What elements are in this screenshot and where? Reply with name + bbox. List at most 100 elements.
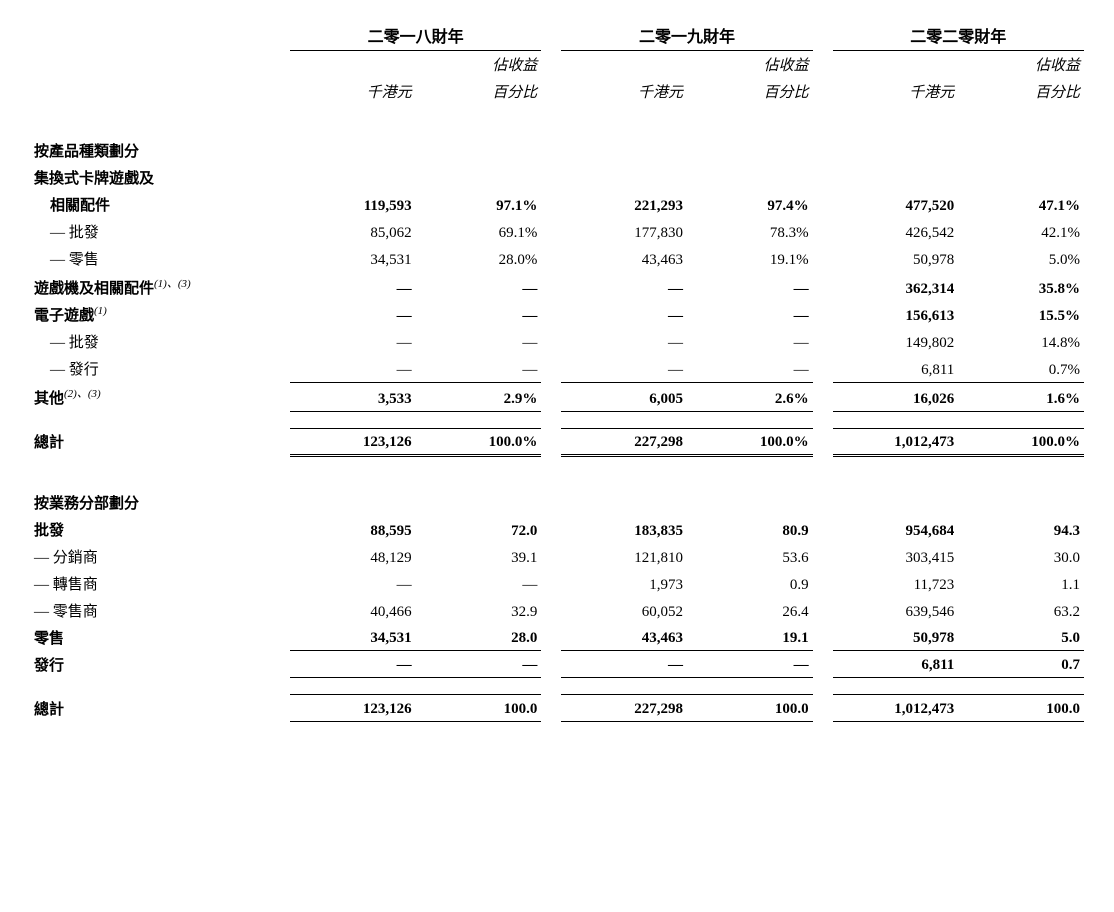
table-cell: — <box>687 651 813 678</box>
superscript-note: (1)、(3) <box>154 278 191 290</box>
table-row: 電子遊戲(1)————156,61315.5% <box>30 301 1084 328</box>
table-cell: 32.9 <box>416 597 542 624</box>
subheader-pct: 佔收益 <box>416 51 542 79</box>
table-cell: — <box>290 301 416 328</box>
table-cell: — <box>416 570 542 597</box>
table-row: — 發行————6,8110.7% <box>30 355 1084 382</box>
table-cell: 100.0 <box>416 695 542 722</box>
table-cell: 149,802 <box>833 328 959 355</box>
table-cell: 1.1 <box>958 570 1084 597</box>
table-cell: 6,811 <box>833 651 959 678</box>
table-cell: 6,005 <box>561 382 687 411</box>
table-cell <box>833 164 959 191</box>
subheader-pct: 佔收益 <box>958 51 1084 79</box>
table-cell: 227,298 <box>561 695 687 722</box>
section-header-row: 按業務分部劃分 <box>30 489 1084 516</box>
table-cell: — <box>561 272 687 301</box>
financial-table: 二零一八財年 二零一九財年 二零二零財年 佔收益 佔收益 佔收益 千港元 百分比… <box>30 20 1084 722</box>
subheader-pct2: 百分比 <box>687 78 813 105</box>
table-cell: 0.7% <box>958 355 1084 382</box>
table-row: 集換式卡牌遊戲及 <box>30 164 1084 191</box>
table-cell: 39.1 <box>416 543 542 570</box>
table-cell: — <box>290 272 416 301</box>
row-label: 發行 <box>30 651 290 678</box>
table-body: 按產品種類劃分集換式卡牌遊戲及相關配件119,59397.1%221,29397… <box>30 137 1084 722</box>
table-cell: 183,835 <box>561 516 687 543</box>
table-cell: 97.4% <box>687 191 813 218</box>
table-cell: 227,298 <box>561 428 687 455</box>
section-header: 按產品種類劃分 <box>30 137 1084 164</box>
table-cell <box>561 164 687 191</box>
table-cell: 100.0 <box>687 695 813 722</box>
row-label: — 零售 <box>30 245 290 272</box>
year-header-1: 二零一八財年 <box>290 20 541 51</box>
total-row: 總計123,126100.0227,298100.01,012,473100.0 <box>30 695 1084 722</box>
table-cell <box>687 164 813 191</box>
total-label: 總計 <box>30 428 290 455</box>
total-label: 總計 <box>30 695 290 722</box>
table-cell: 26.4 <box>687 597 813 624</box>
subheader-pct: 佔收益 <box>687 51 813 79</box>
table-cell: — <box>687 355 813 382</box>
table-cell: — <box>561 355 687 382</box>
table-cell: 3,533 <box>290 382 416 411</box>
table-row: 其他(2)、(3)3,5332.9%6,0052.6%16,0261.6% <box>30 382 1084 411</box>
table-cell: 639,546 <box>833 597 959 624</box>
table-cell: 94.3 <box>958 516 1084 543</box>
table-cell: 34,531 <box>290 624 416 651</box>
table-cell: 123,126 <box>290 428 416 455</box>
row-label: 零售 <box>30 624 290 651</box>
table-row: 相關配件119,59397.1%221,29397.4%477,52047.1% <box>30 191 1084 218</box>
table-row: — 批發85,06269.1%177,83078.3%426,54242.1% <box>30 218 1084 245</box>
table-cell: 11,723 <box>833 570 959 597</box>
table-cell: — <box>687 301 813 328</box>
table-cell: 477,520 <box>833 191 959 218</box>
table-cell: — <box>561 301 687 328</box>
total-row: 總計123,126100.0%227,298100.0%1,012,473100… <box>30 428 1084 455</box>
table-cell: 1,012,473 <box>833 428 959 455</box>
table-cell: 35.8% <box>958 272 1084 301</box>
row-label: 集換式卡牌遊戲及 <box>30 164 290 191</box>
row-label: — 批發 <box>30 218 290 245</box>
table-cell: 63.2 <box>958 597 1084 624</box>
table-cell: 15.5% <box>958 301 1084 328</box>
table-cell: 72.0 <box>416 516 542 543</box>
table-cell: 303,415 <box>833 543 959 570</box>
table-cell: 97.1% <box>416 191 542 218</box>
table-cell: 50,978 <box>833 624 959 651</box>
table-cell: — <box>290 651 416 678</box>
table-row: — 零售34,53128.0%43,46319.1%50,9785.0% <box>30 245 1084 272</box>
table-cell: 100.0% <box>958 428 1084 455</box>
row-label: — 零售商 <box>30 597 290 624</box>
table-cell: — <box>290 570 416 597</box>
table-cell: — <box>416 355 542 382</box>
table-cell: 100.0% <box>687 428 813 455</box>
row-label: — 轉售商 <box>30 570 290 597</box>
table-cell: 16,026 <box>833 382 959 411</box>
table-cell <box>290 164 416 191</box>
table-cell: 28.0% <box>416 245 542 272</box>
table-row: 零售34,53128.043,46319.150,9785.0 <box>30 624 1084 651</box>
row-label: 其他(2)、(3) <box>30 382 290 411</box>
table-cell: 19.1% <box>687 245 813 272</box>
table-cell: 954,684 <box>833 516 959 543</box>
table-cell: 123,126 <box>290 695 416 722</box>
table-cell: 221,293 <box>561 191 687 218</box>
section-header: 按業務分部劃分 <box>30 489 1084 516</box>
table-row: — 批發————149,80214.8% <box>30 328 1084 355</box>
row-label: 遊戲機及相關配件(1)、(3) <box>30 272 290 301</box>
table-cell: 43,463 <box>561 245 687 272</box>
table-cell: — <box>416 328 542 355</box>
year-header-2: 二零一九財年 <box>561 20 812 51</box>
table-cell: 30.0 <box>958 543 1084 570</box>
table-cell: 2.6% <box>687 382 813 411</box>
row-label: — 分銷商 <box>30 543 290 570</box>
table-cell: 362,314 <box>833 272 959 301</box>
table-cell: 426,542 <box>833 218 959 245</box>
table-cell: — <box>416 651 542 678</box>
table-row: — 轉售商——1,9730.911,7231.1 <box>30 570 1084 597</box>
table-cell: 119,593 <box>290 191 416 218</box>
table-row: — 零售商40,46632.960,05226.4639,54663.2 <box>30 597 1084 624</box>
table-cell: 43,463 <box>561 624 687 651</box>
table-cell: 0.9 <box>687 570 813 597</box>
